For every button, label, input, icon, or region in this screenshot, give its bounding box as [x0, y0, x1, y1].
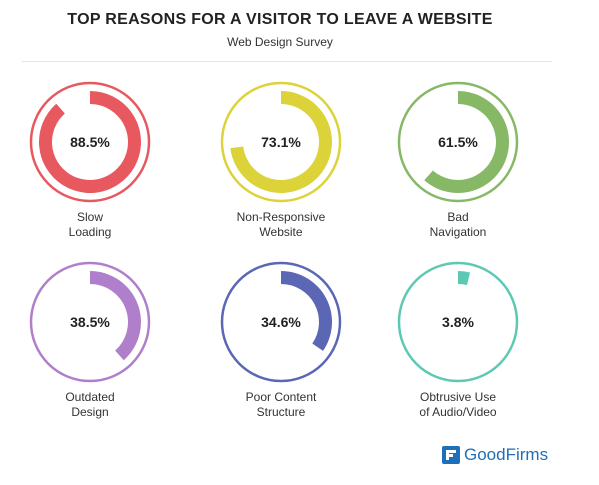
chart-title: TOP REASONS FOR A VISITOR TO LEAVE A WEB… [67, 11, 493, 28]
donut-chart: 34.6% [220, 261, 342, 383]
donut-item: 73.1% Non-Responsive Website [201, 80, 361, 240]
donut-value-label: 3.8% [442, 314, 474, 330]
donut-item: 34.6% Poor Content Structure [201, 260, 361, 420]
donut-chart: 3.8% [397, 261, 519, 383]
goodfirms-logo-icon [442, 446, 460, 464]
donut-value-label: 61.5% [438, 134, 478, 150]
donut-arc [458, 271, 471, 286]
brand-name: GoodFirms [464, 445, 549, 464]
donut-category-label: Bad Navigation [429, 210, 487, 239]
donut-arc [424, 91, 509, 193]
donut-chart: 88.5% [29, 81, 151, 203]
divider [22, 61, 552, 62]
donut-item: 88.5% Slow Loading [10, 80, 170, 240]
donut-chart: 73.1% [220, 81, 342, 203]
donut-value-label: 38.5% [70, 314, 110, 330]
chart-subtitle: Web Design Survey [227, 35, 333, 49]
donut-category-label: Outdated Design [65, 390, 115, 419]
donut-outer-ring [397, 261, 519, 383]
donut-category-label: Obtrusive Use of Audio/Video [419, 390, 497, 419]
donut-value-label: 34.6% [261, 314, 301, 330]
donut-category-label: Non-Responsive Website [236, 210, 326, 239]
donut-item: 38.5% Outdated Design [10, 260, 170, 420]
donut-outer-ring [220, 81, 342, 203]
donut-arc [90, 271, 141, 361]
donut-value-label: 88.5% [70, 134, 110, 150]
donut-category-label: Poor Content Structure [245, 390, 317, 419]
donut-category-label: Slow Loading [68, 210, 112, 239]
donut-chart: 61.5% [397, 81, 519, 203]
donut-outer-ring [29, 261, 151, 383]
donut-value-label: 73.1% [261, 134, 301, 150]
donut-item: 3.8% Obtrusive Use of Audio/Video [378, 260, 538, 420]
donut-chart: 38.5% [29, 261, 151, 383]
donut-outer-ring [29, 81, 151, 203]
goodfirms-brand: GoodFirms [442, 444, 548, 466]
donut-arc [281, 271, 332, 351]
donut-outer-ring [220, 261, 342, 383]
donut-outer-ring [397, 81, 519, 203]
donut-item: 61.5% Bad Navigation [378, 80, 538, 240]
